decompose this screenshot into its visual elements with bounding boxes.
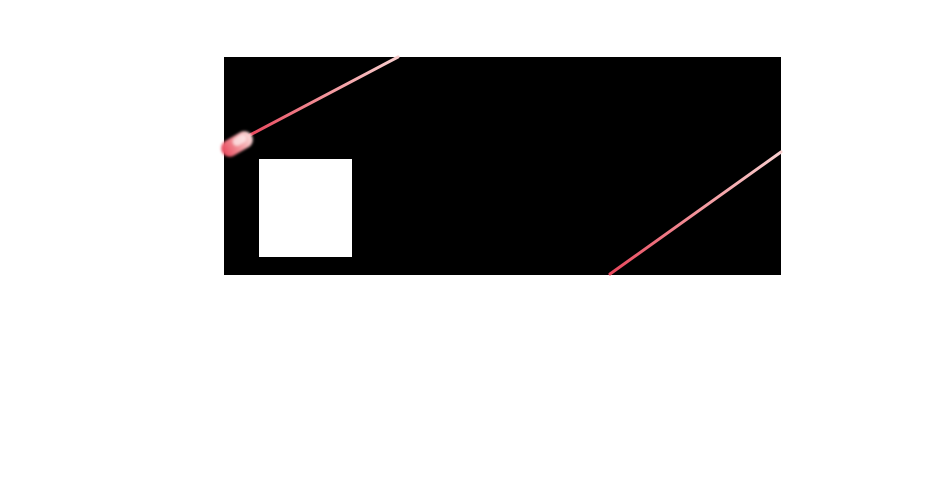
white-rectangle-shape[interactable] [259, 159, 352, 257]
drawing-surface[interactable] [224, 57, 781, 275]
